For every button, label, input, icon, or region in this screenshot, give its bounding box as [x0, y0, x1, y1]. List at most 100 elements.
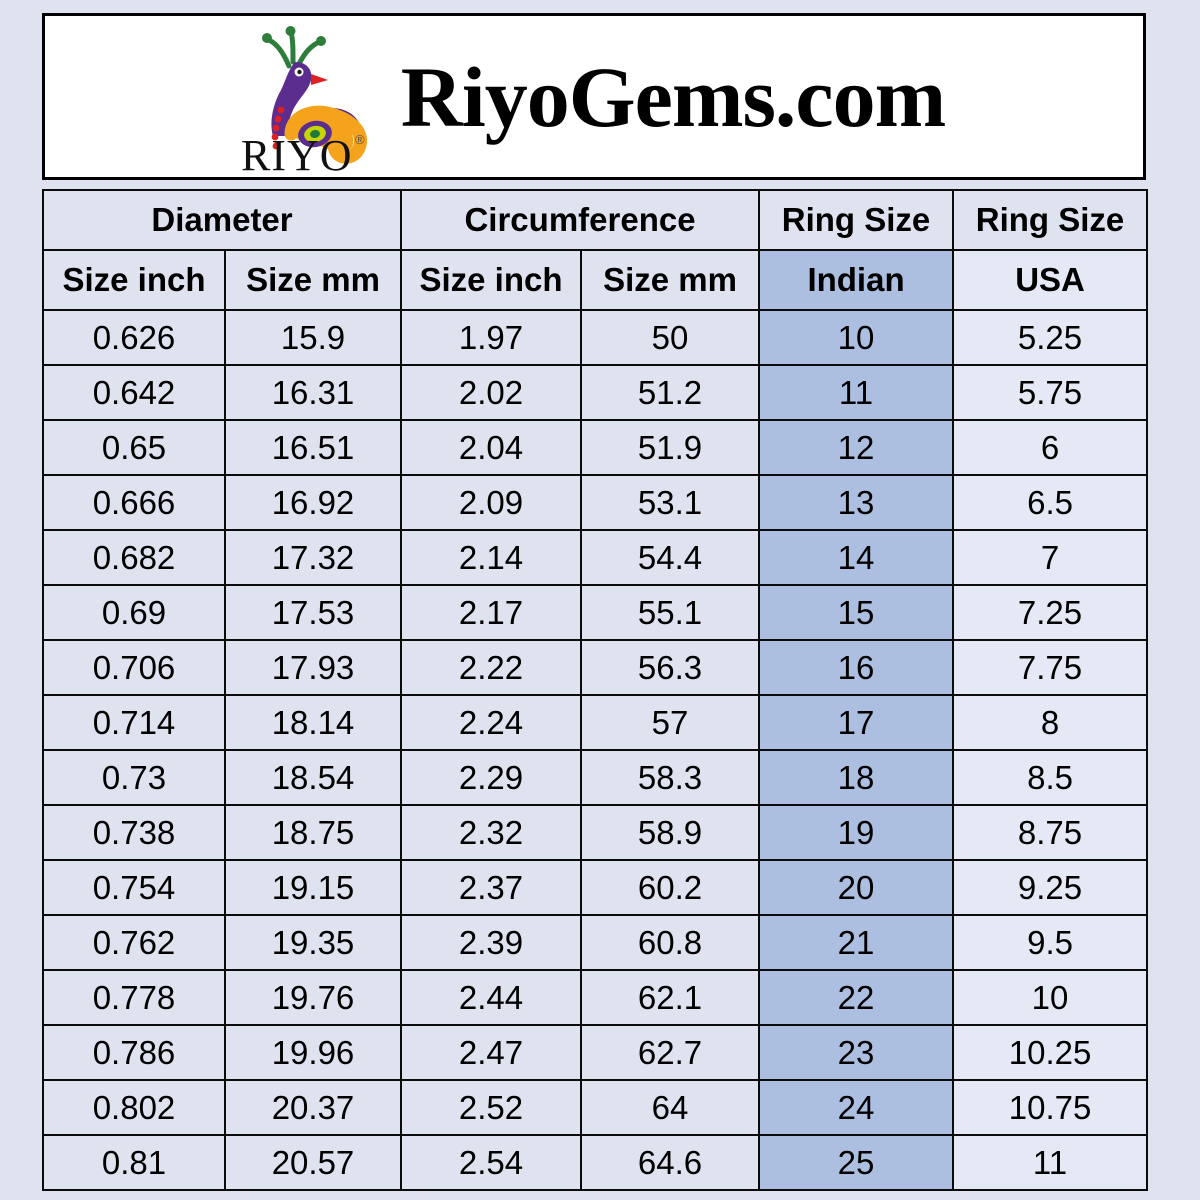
table-cell: 0.81: [42, 1134, 226, 1191]
table-cell: 18: [758, 749, 955, 806]
table-row: 0.762 19.35 2.39 60.8 21 9.5: [42, 914, 1149, 971]
table-cell: 16.31: [223, 364, 403, 421]
table-cell: 5.25: [952, 309, 1149, 366]
table-cell: 0.642: [42, 364, 226, 421]
table-cell: 58.3: [580, 749, 761, 806]
table-cell: 0.738: [42, 804, 226, 861]
table-cell: 18.54: [223, 749, 403, 806]
table-cell: 6: [952, 419, 1149, 476]
table-cell: 19.96: [223, 1024, 403, 1081]
table-cell: 2.17: [400, 584, 583, 641]
table-cell: 60.8: [580, 914, 761, 971]
table-cell: 62.1: [580, 969, 761, 1026]
table-cell: 2.14: [400, 529, 583, 586]
table-row: 0.754 19.15 2.37 60.2 20 9.25: [42, 859, 1149, 916]
table-cell: 2.52: [400, 1079, 583, 1136]
table-cell: 15.9: [223, 309, 403, 366]
table-cell: 15: [758, 584, 955, 641]
table-cell: 2.47: [400, 1024, 583, 1081]
table-cell: 0.762: [42, 914, 226, 971]
table-cell: 0.682: [42, 529, 226, 586]
table-cell: 12: [758, 419, 955, 476]
table-cell: 18.14: [223, 694, 403, 751]
table-row: 0.738 18.75 2.32 58.9 19 8.75: [42, 804, 1149, 861]
table-cell: 11: [758, 364, 955, 421]
group-header-ring-size-indian: Ring Size: [758, 189, 955, 251]
table-row: 0.802 20.37 2.52 64 24 10.75: [42, 1079, 1149, 1136]
group-header-diameter: Diameter: [41, 189, 403, 251]
table-cell: 0.786: [42, 1024, 226, 1081]
table-header: Diameter Circumference Ring Size Ring Si…: [41, 189, 1149, 311]
table-cell: 9.5: [952, 914, 1149, 971]
brand-lockup: RIYO ® RiyoGems.com: [233, 22, 946, 172]
table-row: 0.714 18.14 2.24 57 17 8: [42, 694, 1149, 751]
table-row: 0.786 19.96 2.47 62.7 23 10.25: [42, 1024, 1149, 1081]
table-cell: 0.754: [42, 859, 226, 916]
table-cell: 16: [758, 639, 955, 696]
sub-header-diameter-inch: Size inch: [42, 249, 226, 311]
sub-header-row: Size inch Size mm Size inch Size mm Indi…: [42, 249, 1149, 311]
sub-header-diameter-mm: Size mm: [223, 249, 403, 311]
table-cell: 22: [758, 969, 955, 1026]
table-cell: 2.02: [400, 364, 583, 421]
sub-header-circumference-mm: Size mm: [580, 249, 761, 311]
group-header-circumference: Circumference: [400, 189, 761, 251]
table-cell: 53.1: [580, 474, 761, 531]
table-cell: 2.22: [400, 639, 583, 696]
table-cell: 1.97: [400, 309, 583, 366]
table-cell: 5.75: [952, 364, 1149, 421]
table-cell: 10.75: [952, 1079, 1149, 1136]
table-cell: 2.04: [400, 419, 583, 476]
table-row: 0.81 20.57 2.54 64.6 25 11: [42, 1134, 1149, 1191]
sub-header-circumference-inch: Size inch: [400, 249, 583, 311]
table-cell: 2.32: [400, 804, 583, 861]
table-cell: 0.714: [42, 694, 226, 751]
table-cell: 2.37: [400, 859, 583, 916]
table-cell: 20: [758, 859, 955, 916]
table-cell: 50: [580, 309, 761, 366]
table-cell: 0.666: [42, 474, 226, 531]
table-cell: 7: [952, 529, 1149, 586]
table-cell: 0.626: [42, 309, 226, 366]
table-cell: 17.93: [223, 639, 403, 696]
table-cell: 10.25: [952, 1024, 1149, 1081]
table-cell: 25: [758, 1134, 955, 1191]
table-cell: 2.54: [400, 1134, 583, 1191]
table-cell: 7.25: [952, 584, 1149, 641]
table-cell: 24: [758, 1079, 955, 1136]
table-cell: 56.3: [580, 639, 761, 696]
table-cell: 2.39: [400, 914, 583, 971]
table-cell: 7.75: [952, 639, 1149, 696]
brand-header-banner: RIYO ® RiyoGems.com: [42, 13, 1146, 180]
table-cell: 19.35: [223, 914, 403, 971]
table-cell: 57: [580, 694, 761, 751]
table-cell: 17.32: [223, 529, 403, 586]
sub-header-usa: USA: [952, 249, 1149, 311]
table-cell: 2.44: [400, 969, 583, 1026]
svg-text:®: ®: [355, 132, 365, 147]
table-cell: 51.9: [580, 419, 761, 476]
table-cell: 13: [758, 474, 955, 531]
sub-header-indian: Indian: [758, 249, 955, 311]
table-cell: 64: [580, 1079, 761, 1136]
table-cell: 9.25: [952, 859, 1149, 916]
table-cell: 62.7: [580, 1024, 761, 1081]
table-cell: 16.51: [223, 419, 403, 476]
svg-text:RIYO: RIYO: [241, 131, 353, 172]
table-cell: 23: [758, 1024, 955, 1081]
table-cell: 55.1: [580, 584, 761, 641]
table-cell: 0.69: [42, 584, 226, 641]
table-cell: 54.4: [580, 529, 761, 586]
table-cell: 8.75: [952, 804, 1149, 861]
table-cell: 0.802: [42, 1079, 226, 1136]
table-cell: 11: [952, 1134, 1149, 1191]
table-row: 0.666 16.92 2.09 53.1 13 6.5: [42, 474, 1149, 531]
table-cell: 10: [952, 969, 1149, 1026]
table-row: 0.642 16.31 2.02 51.2 11 5.75: [42, 364, 1149, 421]
group-header-ring-size-usa: Ring Size: [952, 189, 1149, 251]
table-cell: 2.09: [400, 474, 583, 531]
table-cell: 19.15: [223, 859, 403, 916]
ring-size-table: Diameter Circumference Ring Size Ring Si…: [41, 189, 1149, 1191]
table-cell: 64.6: [580, 1134, 761, 1191]
